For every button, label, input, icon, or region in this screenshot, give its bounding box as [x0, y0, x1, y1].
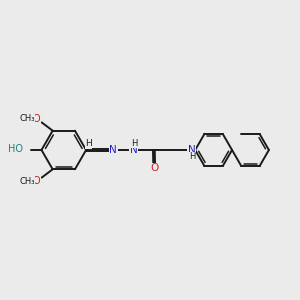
Text: H: H: [85, 139, 92, 148]
Text: HO: HO: [8, 144, 23, 154]
Text: H: H: [189, 152, 195, 161]
Text: CH₃: CH₃: [19, 114, 34, 123]
Text: CH₃: CH₃: [19, 177, 34, 186]
Text: O: O: [33, 113, 41, 124]
Text: N: N: [130, 145, 138, 155]
Text: O: O: [150, 163, 158, 173]
Text: N: N: [188, 145, 196, 155]
Text: N: N: [109, 145, 117, 155]
Text: O: O: [33, 176, 41, 187]
Text: H: H: [131, 139, 137, 148]
